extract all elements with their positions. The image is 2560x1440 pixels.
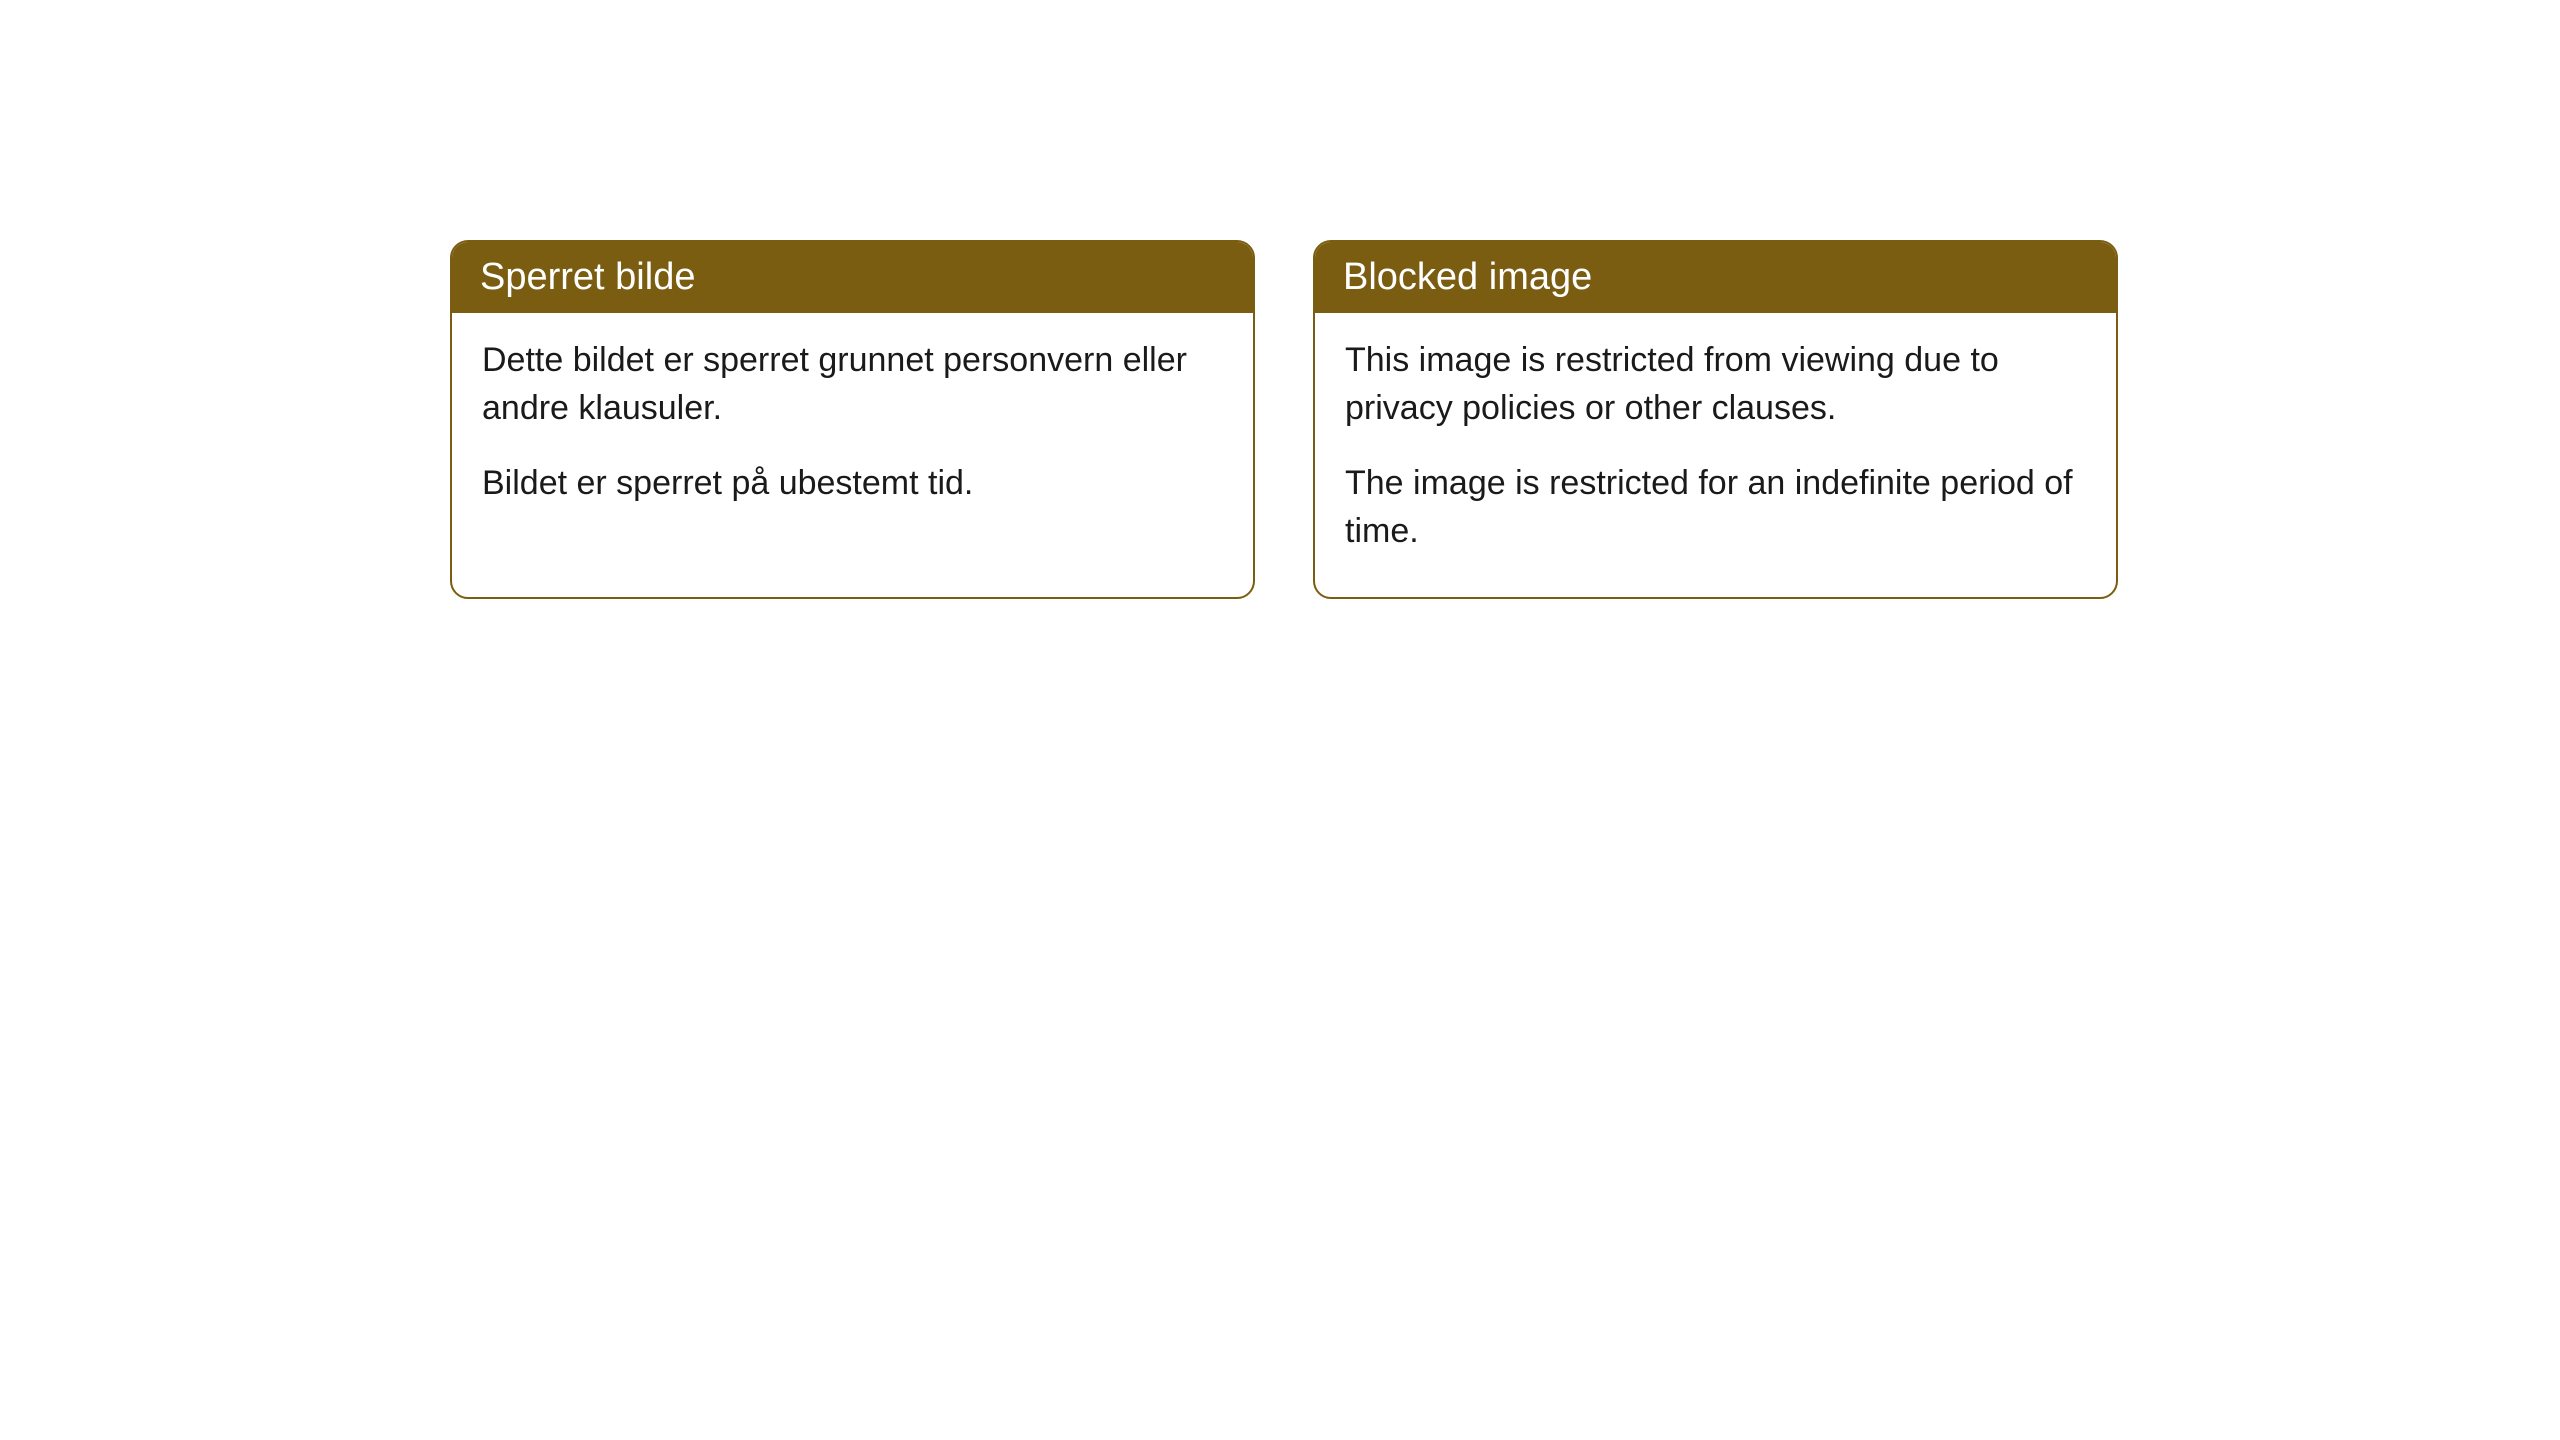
card-title: Sperret bilde [480, 256, 695, 298]
card-title: Blocked image [1343, 256, 1592, 298]
card-paragraph: This image is restricted from viewing du… [1345, 337, 2086, 432]
card-paragraph: Dette bildet er sperret grunnet personve… [482, 337, 1223, 432]
card-paragraph: Bildet er sperret på ubestemt tid. [482, 460, 1223, 508]
notice-card-norwegian: Sperret bilde Dette bildet er sperret gr… [450, 240, 1255, 599]
card-body: Dette bildet er sperret grunnet personve… [452, 313, 1253, 550]
cards-container: Sperret bilde Dette bildet er sperret gr… [450, 240, 2560, 599]
notice-card-english: Blocked image This image is restricted f… [1313, 240, 2118, 599]
card-body: This image is restricted from viewing du… [1315, 313, 2116, 597]
card-header: Blocked image [1315, 242, 2116, 313]
card-header: Sperret bilde [452, 242, 1253, 313]
card-paragraph: The image is restricted for an indefinit… [1345, 460, 2086, 555]
